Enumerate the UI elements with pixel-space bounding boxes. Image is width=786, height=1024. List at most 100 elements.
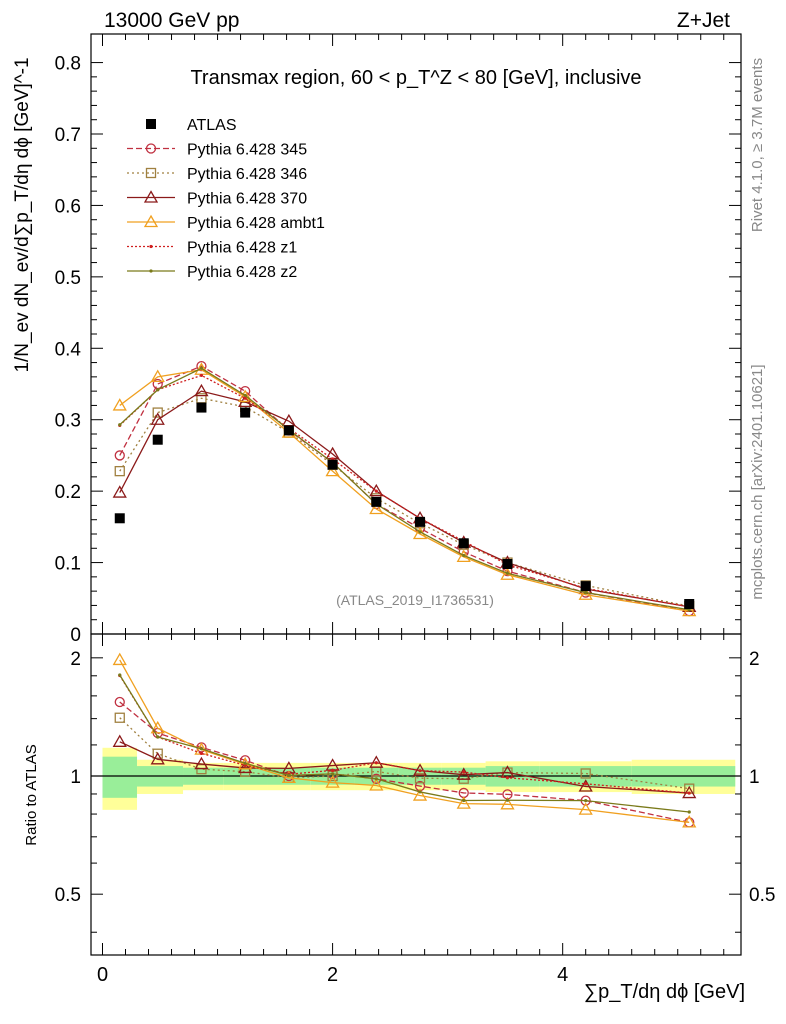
ratio-line: [119, 717, 690, 790]
point-marker: [150, 369, 165, 383]
point-marker: [112, 398, 127, 411]
ratio-line: [119, 741, 690, 794]
point-marker: [325, 775, 340, 788]
point-marker: [149, 244, 153, 249]
point-marker: [112, 652, 127, 666]
point-marker: [374, 489, 378, 493]
point-marker: [118, 423, 122, 427]
point-marker: [505, 776, 510, 780]
ratio-tick-label: 1: [70, 767, 81, 788]
axes: [90, 33, 742, 956]
point-marker: [462, 553, 466, 558]
point-marker: [330, 768, 335, 772]
point-marker: [145, 143, 157, 154]
header-right: Z+Jet: [677, 9, 730, 32]
band-inner: [102, 756, 138, 798]
point-marker: [199, 366, 204, 370]
series-4: [118, 373, 691, 795]
point-marker: [456, 796, 471, 809]
point-marker: [156, 388, 160, 392]
data-point: [196, 402, 207, 413]
legend-label: Pythia 6.428 370: [187, 191, 307, 208]
legend-entry-5: Pythia 6.428 z2: [127, 264, 297, 281]
data-point: [114, 513, 125, 524]
series-line: [119, 369, 690, 612]
point-marker: [584, 590, 588, 595]
legend-entry-2: Pythia 6.428 370: [127, 190, 307, 208]
point-marker: [238, 760, 253, 774]
ratio-tick-label: 2: [749, 649, 760, 670]
series-line: [119, 390, 690, 608]
point-marker: [418, 530, 422, 534]
data-point: [458, 538, 469, 549]
data-point: [283, 425, 294, 436]
ratio-tick-label: 1: [749, 767, 760, 788]
data-layer: [114, 402, 695, 609]
data-point: [580, 581, 591, 592]
y-tick-label: 0.7: [55, 125, 81, 146]
point-marker: [325, 463, 340, 477]
point-marker: [578, 587, 593, 600]
point-marker: [118, 673, 122, 677]
point-marker: [682, 815, 697, 828]
rivet-label: Rivet 4.1.0, ≥ 3.7M events: [749, 58, 766, 232]
point-marker: [330, 772, 335, 776]
point-marker: [194, 756, 209, 770]
point-marker: [243, 393, 247, 398]
series-line: [119, 365, 690, 612]
series-line: [119, 374, 690, 608]
point-marker: [418, 769, 422, 773]
data-point: [684, 599, 695, 609]
point-marker: [369, 483, 384, 497]
point-marker: [150, 720, 165, 734]
data-point: [502, 559, 513, 569]
y-tick-label: 0: [70, 625, 81, 646]
ratio-y-axis-label: Ratio to ATLAS: [23, 744, 40, 845]
legend-entry-1: Pythia 6.428 346: [127, 166, 307, 183]
point-marker: [114, 696, 125, 708]
y-tick-label: 0.6: [55, 196, 81, 217]
point-marker: [369, 501, 384, 515]
legend: ATLAS Pythia 6.428 345 Pythia 6.428 346 Pyt…: [127, 117, 325, 281]
data-point: [152, 434, 163, 445]
legend-entry-0: Pythia 6.428 345: [127, 142, 307, 159]
point-marker: [500, 797, 515, 810]
y-tick-label: 0.5: [55, 268, 81, 289]
point-marker: [462, 798, 466, 803]
ratio-tick-label: 0.5: [749, 885, 775, 906]
header-left: 13000 GeV pp: [104, 9, 239, 32]
point-marker: [687, 810, 691, 814]
point-marker: [580, 768, 591, 779]
y-tick-label: 0.3: [55, 411, 81, 432]
point-marker: [281, 770, 296, 783]
point-marker: [143, 214, 159, 228]
point-marker: [240, 766, 251, 777]
point-marker: [505, 798, 510, 802]
legend-label: Pythia 6.428 345: [187, 142, 307, 159]
point-marker: [505, 571, 510, 575]
legend-marker: [146, 119, 156, 129]
mcplots-label: mcplots.cern.ch [arXiv:2401.10621]: [749, 364, 766, 599]
tick-labels: 0 0.1 0.2 0.3 0.4 0.5 0.6 0.7 0.8 0 2 4 0.5 0.5 1 1 2 2: [55, 54, 776, 986]
point-marker: [584, 799, 588, 803]
point-marker: [112, 734, 127, 747]
legend-label: Pythia 6.428 ambt1: [187, 215, 325, 232]
point-marker: [412, 763, 428, 776]
legend-entry-4: Pythia 6.428 z1: [127, 240, 297, 257]
point-marker: [114, 465, 125, 477]
point-marker: [112, 485, 127, 498]
point-marker: [156, 735, 160, 739]
point-marker: [238, 389, 253, 403]
point-marker: [369, 778, 384, 791]
point-marker: [414, 773, 426, 784]
data-point: [240, 407, 251, 418]
x-tick-label: 4: [557, 964, 568, 986]
point-marker: [152, 748, 163, 759]
y-axis-label: 1/N_ev dN_ev/d∑p_T/dη dϕ [GeV]^-1: [12, 57, 33, 372]
point-marker: [145, 167, 157, 179]
ratio-tick-label: 0.5: [55, 885, 81, 906]
point-marker: [412, 788, 428, 801]
y-tick-label: 0.2: [55, 482, 81, 503]
point-marker: [462, 770, 466, 774]
point-marker: [194, 383, 209, 397]
